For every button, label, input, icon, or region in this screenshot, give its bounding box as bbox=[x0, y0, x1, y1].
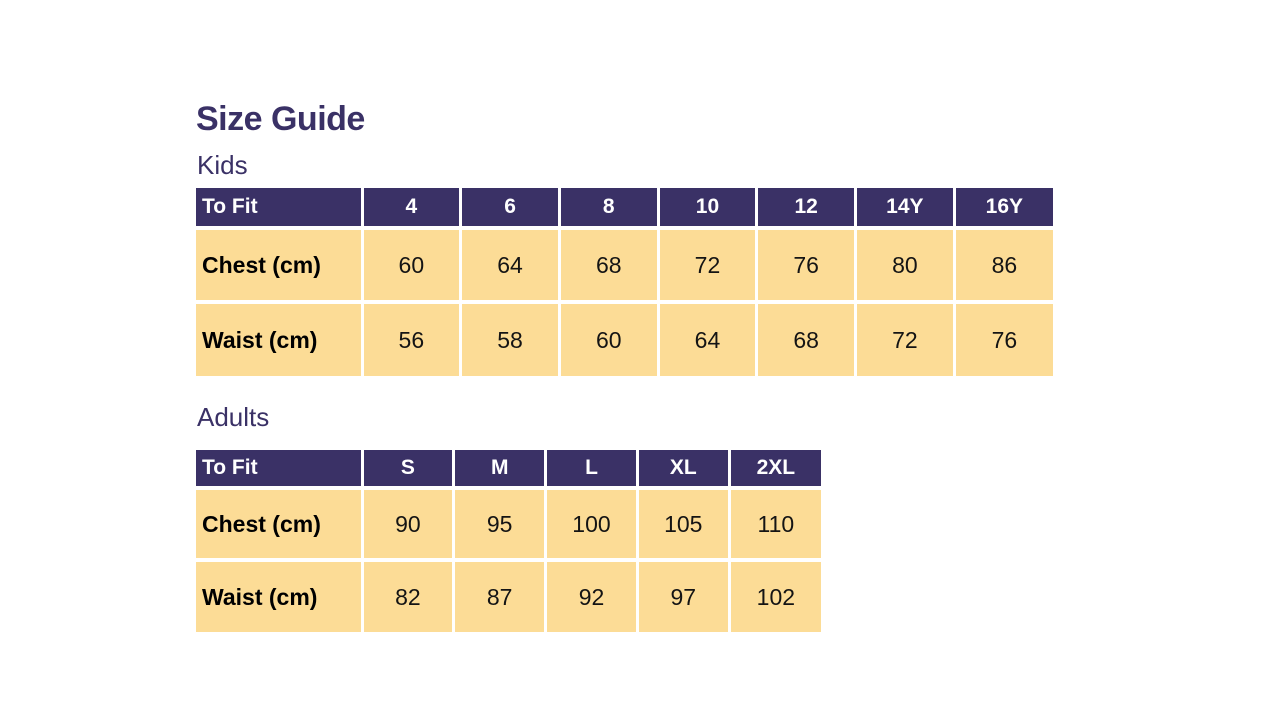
value-cell: 56 bbox=[360, 300, 461, 376]
adults-waist-row: Waist (cm) 82 87 92 97 102 bbox=[196, 558, 821, 632]
value-cell: 64 bbox=[459, 226, 560, 302]
row-label-chest: Chest (cm) bbox=[196, 226, 362, 302]
value-cell: 76 bbox=[952, 300, 1053, 376]
adults-col-header-l: L bbox=[544, 450, 638, 488]
value-cell: 92 bbox=[544, 558, 638, 632]
value-cell: 97 bbox=[635, 558, 730, 632]
section-label-kids: Kids bbox=[197, 150, 248, 180]
value-cell: 86 bbox=[952, 226, 1053, 302]
value-cell: 102 bbox=[727, 558, 821, 632]
adults-col-header-2xl: 2XL bbox=[727, 450, 821, 488]
adults-col-header-s: S bbox=[360, 450, 454, 488]
kids-size-table: To Fit 4 6 8 10 12 14Y 16Y Chest (cm) 60… bbox=[196, 188, 1053, 376]
kids-header-row: To Fit 4 6 8 10 12 14Y 16Y bbox=[196, 188, 1053, 228]
value-cell: 72 bbox=[854, 300, 955, 376]
value-cell: 60 bbox=[557, 300, 659, 376]
page-title: Size Guide bbox=[196, 100, 365, 138]
kids-col-header-14y: 14Y bbox=[854, 188, 955, 228]
value-cell: 90 bbox=[360, 486, 454, 560]
adults-col-header-xl: XL bbox=[635, 450, 730, 488]
kids-col-header-10: 10 bbox=[656, 188, 757, 228]
kids-chest-row: Chest (cm) 60 64 68 72 76 80 86 bbox=[196, 226, 1053, 302]
value-cell: 68 bbox=[755, 300, 856, 376]
value-cell: 68 bbox=[557, 226, 659, 302]
value-cell: 110 bbox=[727, 486, 821, 560]
kids-col-header-12: 12 bbox=[755, 188, 856, 228]
adults-col-header-m: M bbox=[452, 450, 546, 488]
kids-col-header-4: 4 bbox=[360, 188, 461, 228]
value-cell: 80 bbox=[854, 226, 955, 302]
adults-col-header-to-fit: To Fit bbox=[196, 450, 362, 488]
kids-waist-row: Waist (cm) 56 58 60 64 68 72 76 bbox=[196, 300, 1053, 376]
adults-size-table: To Fit S M L XL 2XL Chest (cm) 90 95 100… bbox=[196, 450, 821, 632]
row-label-waist: Waist (cm) bbox=[196, 558, 362, 632]
value-cell: 82 bbox=[360, 558, 454, 632]
adults-chest-row: Chest (cm) 90 95 100 105 110 bbox=[196, 486, 821, 560]
adults-header-row: To Fit S M L XL 2XL bbox=[196, 450, 821, 488]
value-cell: 100 bbox=[544, 486, 638, 560]
row-label-waist: Waist (cm) bbox=[196, 300, 362, 376]
kids-col-header-8: 8 bbox=[557, 188, 659, 228]
kids-col-header-16y: 16Y bbox=[952, 188, 1053, 228]
value-cell: 105 bbox=[635, 486, 730, 560]
value-cell: 58 bbox=[459, 300, 560, 376]
kids-col-header-6: 6 bbox=[459, 188, 560, 228]
section-label-adults: Adults bbox=[197, 402, 270, 432]
value-cell: 87 bbox=[452, 558, 546, 632]
value-cell: 72 bbox=[656, 226, 757, 302]
kids-col-header-to-fit: To Fit bbox=[196, 188, 362, 228]
value-cell: 64 bbox=[656, 300, 757, 376]
value-cell: 60 bbox=[360, 226, 461, 302]
value-cell: 76 bbox=[755, 226, 856, 302]
value-cell: 95 bbox=[452, 486, 546, 560]
row-label-chest: Chest (cm) bbox=[196, 486, 362, 560]
